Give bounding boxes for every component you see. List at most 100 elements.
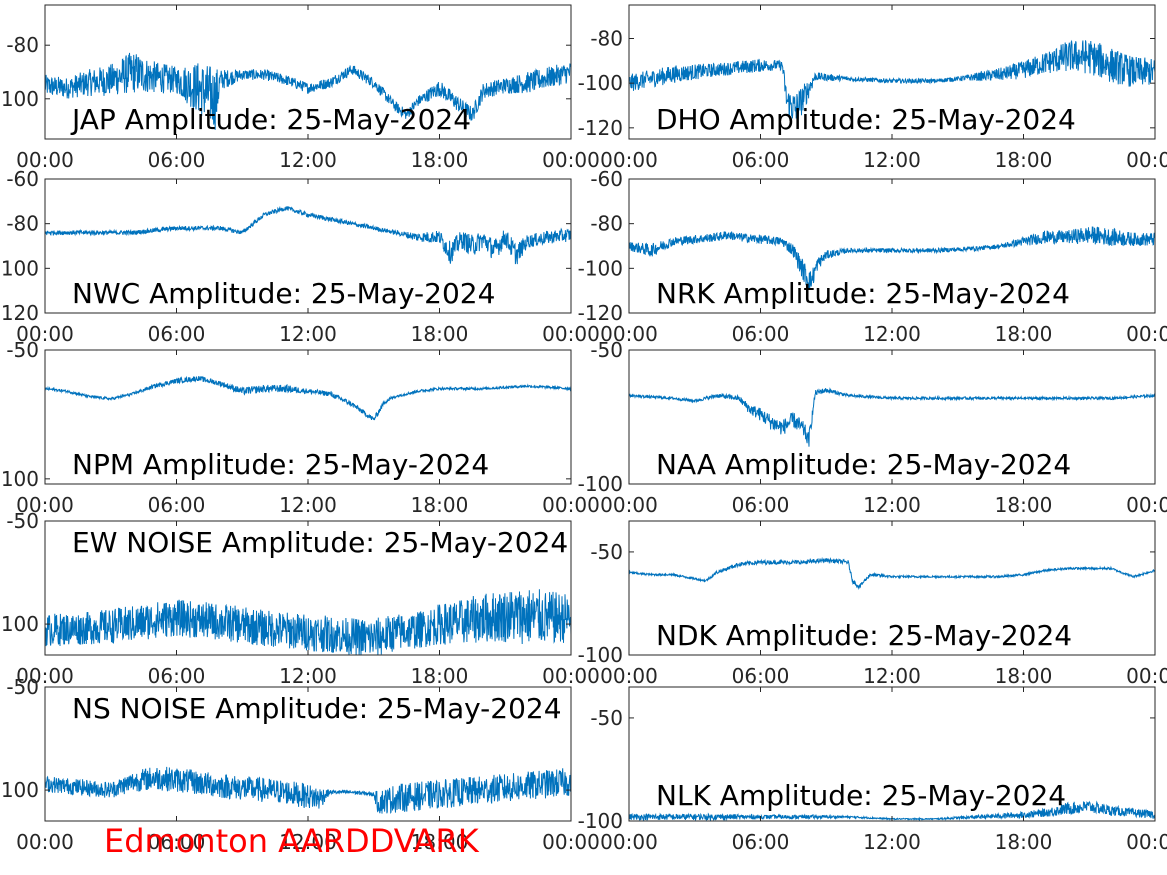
x-tick-label: 18:00 [411, 148, 469, 172]
x-tick-label: 12:00 [863, 664, 921, 688]
x-tick-label: 00:00 [542, 664, 600, 688]
y-tick-label: -50 [6, 675, 39, 699]
y-tick-label: -100 [578, 256, 623, 280]
x-tick-label: 06:00 [732, 148, 790, 172]
x-tick-label: 12:00 [279, 493, 337, 517]
x-tick-label: 06:00 [732, 664, 790, 688]
x-tick-label: 00:00 [16, 148, 74, 172]
chart-panel: 00:00 06:00 12:00 18:00 00:00 -60 -80 100 120 NWC… [1, 167, 600, 346]
x-tick-label: 06:00 [148, 664, 206, 688]
chart-panel: 00:00 06:00 12:00 18:00 00:00 -50 100 NPM Ampli… [1, 338, 600, 517]
x-tick-label: 18:00 [995, 493, 1053, 517]
y-tick-label: -100 [578, 71, 623, 95]
series-line [45, 375, 571, 421]
x-tick-label: 18:00 [411, 830, 469, 854]
y-tick-label: -80 [590, 27, 623, 51]
x-tick-label: 12:00 [279, 322, 337, 346]
x-tick-label: 00:00 [16, 830, 74, 854]
series-line [629, 39, 1155, 120]
y-tick-label: 120 [1, 301, 39, 325]
x-tick-label: 18:00 [995, 664, 1053, 688]
y-tick-label: 100 [1, 467, 39, 491]
x-tick-label: 00:00 [600, 322, 658, 346]
x-tick-label: 00:00 [600, 148, 658, 172]
x-tick-label: 12:00 [863, 148, 921, 172]
chart-title: NLK Amplitude: 25-May-2024 [656, 779, 1066, 812]
y-tick-label: -100 [578, 472, 623, 496]
y-tick-label: -60 [6, 167, 39, 191]
y-tick-label: 100 [1, 256, 39, 280]
chart-title: JAP Amplitude: 25-May-2024 [70, 103, 471, 136]
x-tick-label: 06:00 [732, 493, 790, 517]
x-tick-label: 00:00 [542, 148, 600, 172]
chart-panel: 00:00 06:00 12:00 18:00 00:00 -50 100 EW NOISE … [1, 509, 600, 688]
x-tick-label: 06:00 [148, 322, 206, 346]
x-tick-label: 06:00 [148, 148, 206, 172]
y-tick-label: -50 [6, 338, 39, 362]
chart-title: NAA Amplitude: 25-May-2024 [656, 448, 1071, 481]
chart-panel: 00:00 06:00 12:00 18:00 00:00 -50 -100 NAA Ampl… [578, 338, 1167, 517]
x-tick-label: 12:00 [279, 830, 337, 854]
chart-panel: 00:00 06:00 12:00 18:00 00:00 -50 -100 NLK Ampl… [578, 686, 1167, 854]
x-tick-label: 00:00 [542, 322, 600, 346]
x-tick-label: 06:00 [732, 830, 790, 854]
x-tick-label: 18:00 [995, 148, 1053, 172]
y-tick-label: -120 [578, 301, 623, 325]
x-tick-label: 00:00 [542, 830, 600, 854]
series-line [45, 589, 571, 655]
y-tick-label: -60 [590, 167, 623, 191]
series-line [629, 226, 1155, 291]
y-tick-label: -80 [6, 33, 39, 57]
x-tick-label: 12:00 [863, 493, 921, 517]
x-tick-label: 00:00 [1126, 830, 1167, 854]
series-line [45, 766, 571, 815]
x-tick-label: 00:00 [542, 493, 600, 517]
y-tick-label: -120 [578, 116, 623, 140]
x-tick-label: 18:00 [411, 322, 469, 346]
y-tick-label: 100 [1, 87, 39, 111]
x-tick-label: 06:00 [148, 493, 206, 517]
series-line [45, 52, 571, 130]
x-tick-label: 12:00 [279, 664, 337, 688]
series-line [629, 556, 1155, 590]
y-tick-label: -50 [590, 706, 623, 730]
chart-title: DHO Amplitude: 25-May-2024 [656, 103, 1076, 136]
x-tick-label: 00:00 [1126, 493, 1167, 517]
x-tick-label: 00:00 [600, 830, 658, 854]
x-tick-label: 12:00 [279, 148, 337, 172]
x-tick-label: 00:00 [1126, 664, 1167, 688]
x-tick-label: 18:00 [411, 664, 469, 688]
station-label: Edmonton AARDDVARK [104, 822, 479, 860]
x-tick-label: 06:00 [148, 830, 206, 854]
x-tick-label: 00:00 [16, 322, 74, 346]
x-tick-label: 00:00 [600, 664, 658, 688]
chart-panel: 00:00 06:00 12:00 18:00 00:00 -60 -80 -100 -120 N… [578, 167, 1167, 346]
y-tick-label: 100 [1, 778, 39, 802]
series-line [45, 205, 571, 265]
y-tick-label: 100 [1, 612, 39, 636]
chart-title: EW NOISE Amplitude: 25-May-2024 [72, 526, 568, 559]
x-tick-label: 18:00 [995, 322, 1053, 346]
x-tick-label: 18:00 [411, 493, 469, 517]
x-tick-label: 00:00 [16, 664, 74, 688]
x-tick-label: 18:00 [995, 830, 1053, 854]
chart-panel: 00:00 06:00 12:00 18:00 00:00 -80 100 JAP Ampli… [1, 4, 600, 172]
chart-title: NDK Amplitude: 25-May-2024 [656, 619, 1072, 652]
x-tick-label: 00:00 [600, 493, 658, 517]
x-tick-label: 12:00 [863, 830, 921, 854]
chart-panel: 00:00 06:00 12:00 18:00 00:00 -50 100 NS NOISE … [1, 675, 600, 854]
x-tick-label: 06:00 [732, 322, 790, 346]
series-line [629, 387, 1155, 447]
y-tick-label: -100 [578, 643, 623, 667]
chart-title: NPM Amplitude: 25-May-2024 [72, 448, 489, 481]
y-tick-label: -80 [590, 212, 623, 236]
x-tick-label: 12:00 [863, 322, 921, 346]
y-tick-label: -100 [578, 809, 623, 833]
chart-panel: 00:00 06:00 12:00 18:00 00:00 -50 -100 NDK Ampl… [578, 520, 1167, 688]
x-tick-label: 00:00 [16, 493, 74, 517]
chart-panel: 00:00 06:00 12:00 18:00 00:00 -80 -100 -120 DHO … [578, 4, 1167, 172]
chart-title: NS NOISE Amplitude: 25-May-2024 [72, 692, 562, 725]
x-tick-label: 00:00 [1126, 148, 1167, 172]
y-tick-label: -50 [590, 338, 623, 362]
